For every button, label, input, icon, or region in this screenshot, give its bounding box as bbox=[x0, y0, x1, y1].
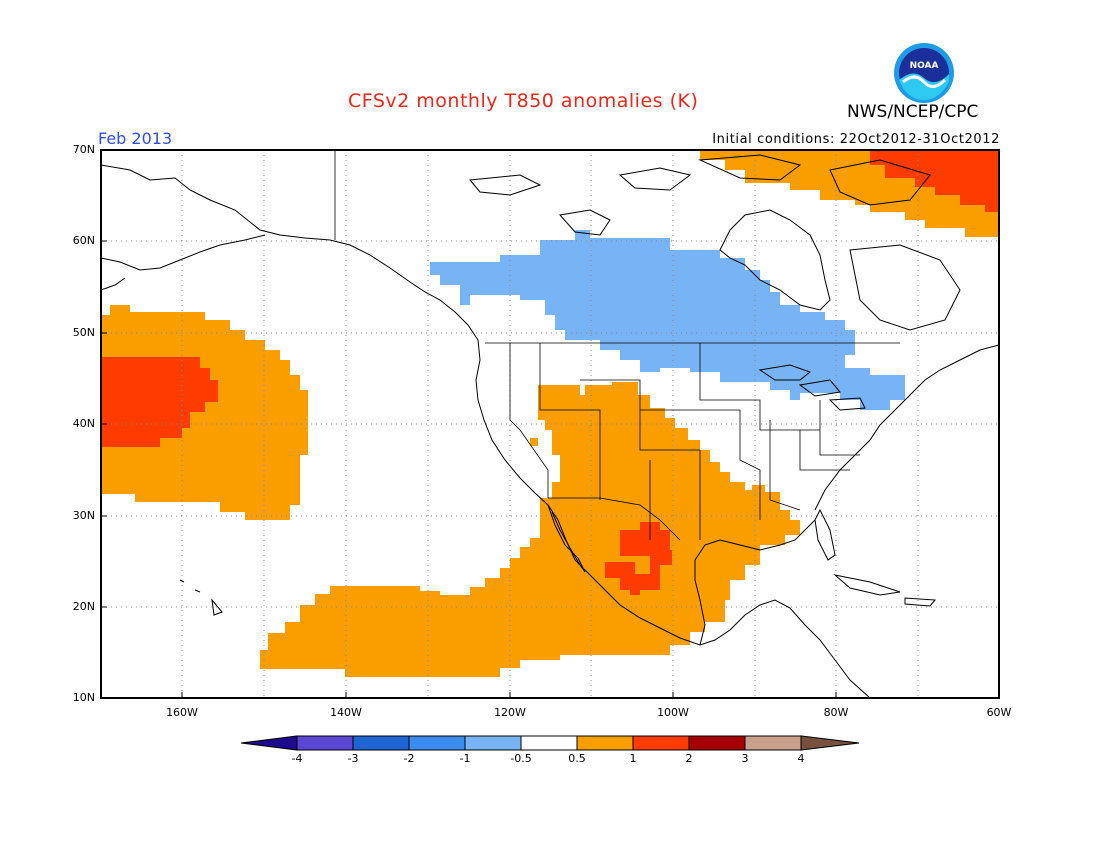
lat-label: 70N bbox=[72, 143, 95, 156]
color-bar-label: -3 bbox=[347, 752, 359, 765]
color-bar-swatch bbox=[352, 735, 410, 751]
anomaly-cell bbox=[530, 438, 538, 446]
color-bar-label: -1 bbox=[459, 752, 471, 765]
color-bar-swatch bbox=[632, 735, 690, 751]
map-frame bbox=[100, 149, 1000, 699]
color-bar bbox=[240, 735, 860, 751]
lat-label: 50N bbox=[72, 326, 95, 339]
color-bar-swatch bbox=[464, 735, 522, 751]
color-bar-arrow-high bbox=[800, 735, 860, 751]
lat-label: 20N bbox=[72, 600, 95, 613]
color-bar-arrow-low bbox=[240, 735, 298, 751]
lon-label: 80W bbox=[823, 706, 849, 719]
anomaly-region-arctic-hot bbox=[870, 150, 999, 212]
color-bar-label: 0.5 bbox=[568, 752, 586, 765]
lon-label: 120W bbox=[494, 706, 526, 719]
anomaly-region-arctic-warm bbox=[700, 150, 999, 237]
lon-label: 140W bbox=[330, 706, 362, 719]
lat-label: 60N bbox=[72, 234, 95, 247]
lon-label: 160W bbox=[166, 706, 198, 719]
org-label: NWS/NCEP/CPC bbox=[847, 102, 979, 122]
color-bar-label: 3 bbox=[741, 752, 749, 765]
anomaly-fields bbox=[101, 150, 999, 677]
anomaly-region-canada-cool bbox=[430, 230, 905, 410]
anomaly-region-pacific-warm bbox=[101, 305, 308, 520]
color-bar-swatch bbox=[296, 735, 354, 751]
color-bar-label: -4 bbox=[291, 752, 303, 765]
svg-text:NOAA: NOAA bbox=[910, 61, 939, 71]
noaa-logo: NOAA bbox=[894, 43, 954, 103]
anomaly-region-mexico-warm bbox=[260, 382, 800, 677]
color-bar-swatch bbox=[744, 735, 802, 751]
color-bar-swatch bbox=[576, 735, 634, 751]
color-bar-swatch bbox=[688, 735, 746, 751]
color-bar-swatch bbox=[520, 735, 578, 751]
color-bar-label: 1 bbox=[629, 752, 637, 765]
lat-label: 40N bbox=[72, 417, 95, 430]
lon-label: 60W bbox=[986, 706, 1012, 719]
political-boundaries bbox=[334, 150, 900, 541]
map-title: CFSv2 monthly T850 anomalies (K) bbox=[348, 90, 699, 112]
forecast-month: Feb 2013 bbox=[98, 129, 173, 148]
color-bar-label: 2 bbox=[685, 752, 693, 765]
coastlines bbox=[101, 154, 999, 698]
color-bar-label: -0.5 bbox=[510, 752, 532, 765]
lon-label: 100W bbox=[657, 706, 689, 719]
color-bar-label: -2 bbox=[403, 752, 415, 765]
anomaly-region-pacific-hot bbox=[101, 357, 218, 447]
axis-ticks bbox=[101, 149, 837, 698]
initial-conditions: Initial conditions: 22Oct2012-31Oct2012 bbox=[712, 132, 1000, 147]
lat-label: 10N bbox=[72, 691, 95, 704]
lat-label: 30N bbox=[72, 509, 95, 522]
graticule bbox=[101, 150, 999, 698]
color-bar-swatch bbox=[408, 735, 466, 751]
color-bar-label: 4 bbox=[797, 752, 805, 765]
anomaly-region-mexico-hot bbox=[605, 522, 672, 595]
